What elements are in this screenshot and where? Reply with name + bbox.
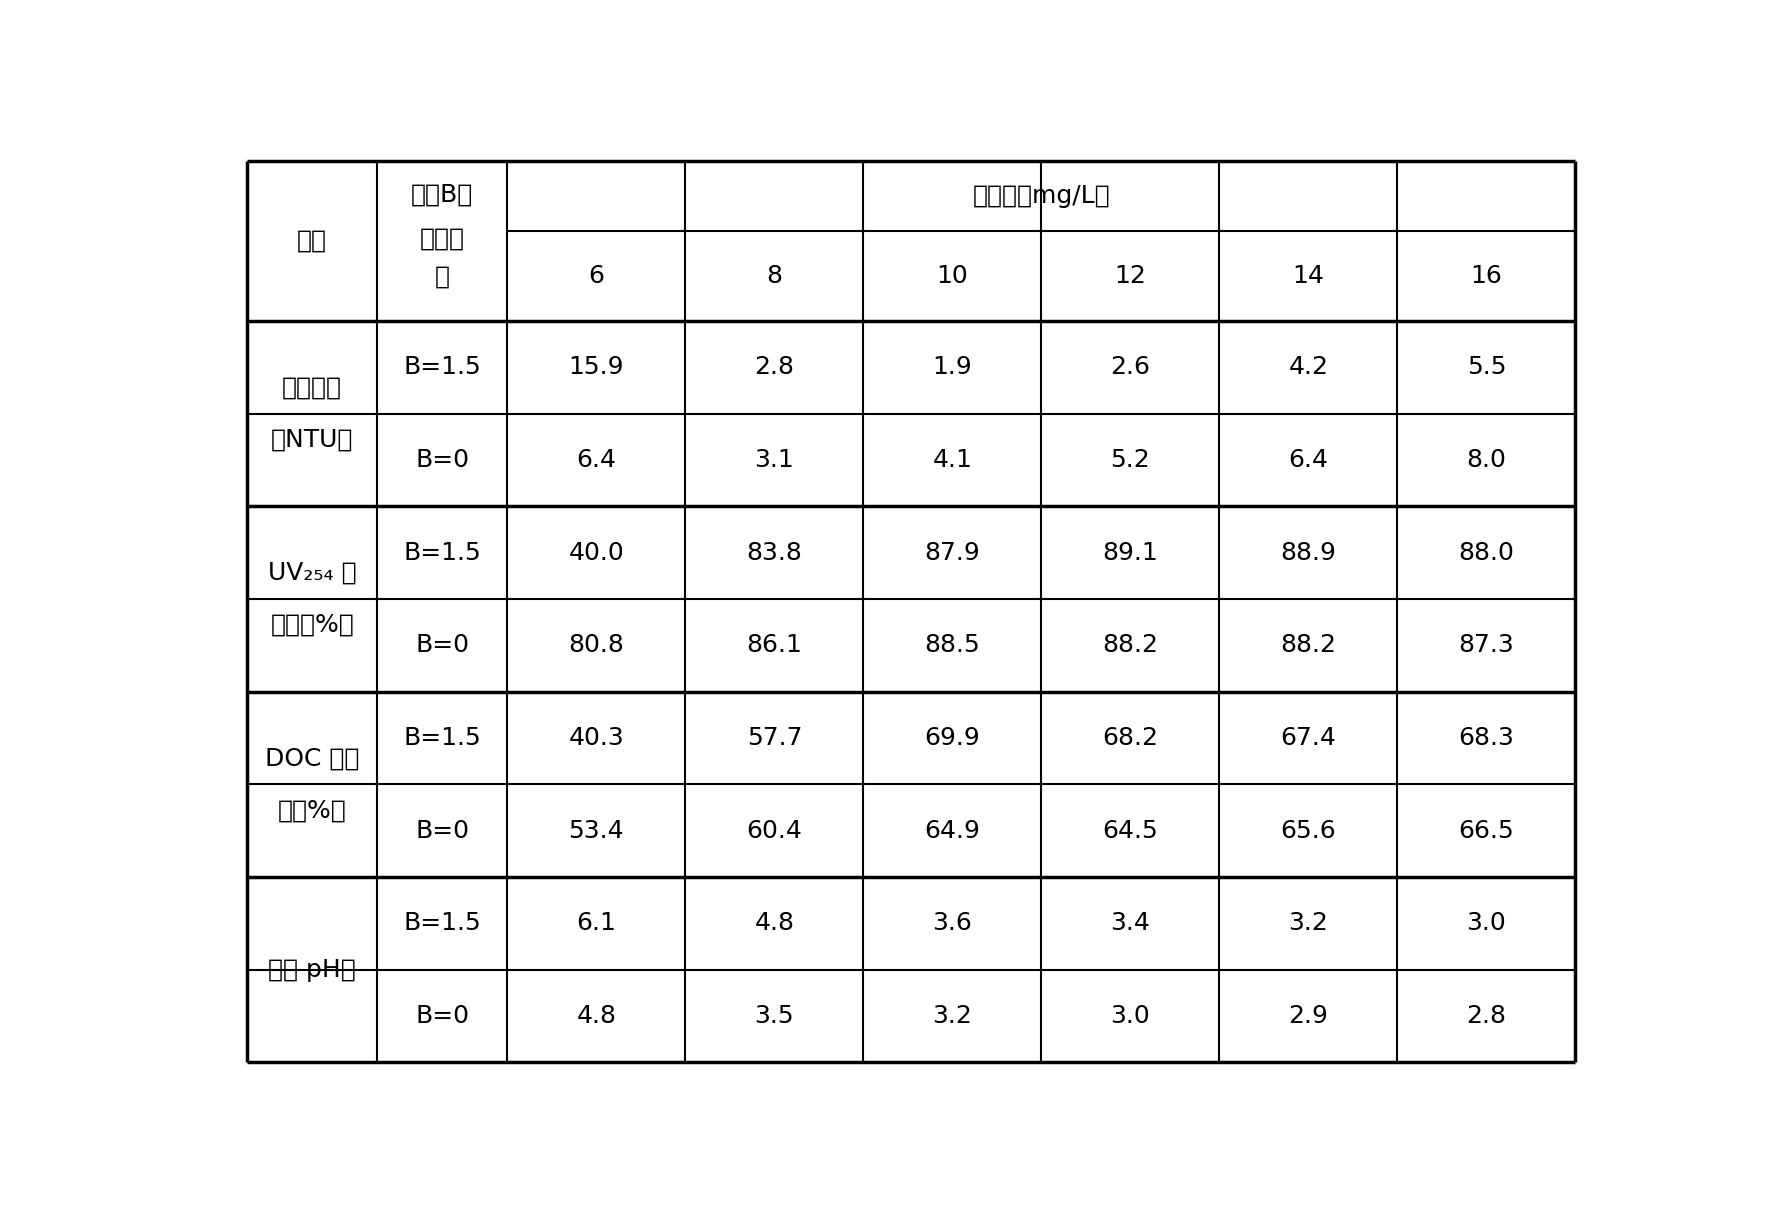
Text: 68.2: 68.2 [1102, 726, 1159, 750]
Text: 88.2: 88.2 [1280, 633, 1337, 657]
Text: 4.1: 4.1 [932, 447, 973, 472]
Text: B=1.5: B=1.5 [404, 540, 482, 564]
Text: 4.8: 4.8 [576, 1003, 617, 1028]
Text: 6: 6 [589, 264, 605, 288]
Text: 88.5: 88.5 [925, 633, 980, 657]
Text: 89.1: 89.1 [1102, 540, 1157, 564]
Text: 的絮凝: 的絮凝 [420, 227, 464, 251]
Text: B=1.5: B=1.5 [404, 912, 482, 935]
Text: 10: 10 [937, 264, 969, 288]
Text: 4.8: 4.8 [754, 912, 795, 935]
Text: 2.8: 2.8 [1467, 1003, 1506, 1028]
Text: 83.8: 83.8 [747, 540, 802, 564]
Text: 16: 16 [1470, 264, 1502, 288]
Text: 6.1: 6.1 [576, 912, 617, 935]
Text: 6.4: 6.4 [1289, 447, 1328, 472]
Text: 4.2: 4.2 [1289, 356, 1328, 380]
Text: B=0: B=0 [416, 819, 469, 843]
Text: 3.1: 3.1 [754, 447, 795, 472]
Text: 15.9: 15.9 [569, 356, 624, 380]
Text: DOC 去除: DOC 去除 [265, 747, 359, 771]
Text: 3.6: 3.6 [932, 912, 973, 935]
Text: 40.0: 40.0 [569, 540, 624, 564]
Text: 88.2: 88.2 [1102, 633, 1159, 657]
Text: 14: 14 [1293, 264, 1325, 288]
Text: 6.4: 6.4 [576, 447, 617, 472]
Text: 86.1: 86.1 [747, 633, 802, 657]
Text: 68.3: 68.3 [1458, 726, 1515, 750]
Text: 65.6: 65.6 [1280, 819, 1337, 843]
Text: 出水 pH值: 出水 pH值 [268, 958, 356, 982]
Text: 2.6: 2.6 [1111, 356, 1150, 380]
Text: 88.9: 88.9 [1280, 540, 1337, 564]
Text: 剩余浊度: 剩余浊度 [283, 376, 341, 399]
Text: 87.3: 87.3 [1458, 633, 1515, 657]
Text: 64.5: 64.5 [1102, 819, 1157, 843]
Text: 69.9: 69.9 [925, 726, 980, 750]
Text: 12: 12 [1115, 264, 1147, 288]
Text: 67.4: 67.4 [1280, 726, 1337, 750]
Text: B=1.5: B=1.5 [404, 356, 482, 380]
Text: 除率（%）: 除率（%） [270, 613, 354, 637]
Text: 3.0: 3.0 [1111, 1003, 1150, 1028]
Text: B=0: B=0 [416, 447, 469, 472]
Text: 57.7: 57.7 [747, 726, 802, 750]
Text: 3.2: 3.2 [932, 1003, 973, 1028]
Text: B=1.5: B=1.5 [404, 726, 482, 750]
Text: 不同B值: 不同B值 [411, 182, 473, 206]
Text: 3.4: 3.4 [1111, 912, 1150, 935]
Text: 2.8: 2.8 [754, 356, 795, 380]
Text: 5.2: 5.2 [1111, 447, 1150, 472]
Text: 88.0: 88.0 [1458, 540, 1515, 564]
Text: 53.4: 53.4 [569, 819, 624, 843]
Text: 投加量（mg/L）: 投加量（mg/L） [973, 183, 1109, 207]
Text: 3.5: 3.5 [754, 1003, 795, 1028]
Text: 60.4: 60.4 [747, 819, 802, 843]
Text: （NTU）: （NTU） [270, 428, 354, 451]
Text: 3.0: 3.0 [1467, 912, 1506, 935]
Text: 80.8: 80.8 [569, 633, 624, 657]
Text: 2.9: 2.9 [1289, 1003, 1328, 1028]
Text: 3.2: 3.2 [1289, 912, 1328, 935]
Text: 5.5: 5.5 [1467, 356, 1506, 380]
Text: 剂: 剂 [436, 265, 450, 289]
Text: B=0: B=0 [416, 1003, 469, 1028]
Text: 指标: 指标 [297, 229, 327, 253]
Text: UV₂₅₄ 去: UV₂₅₄ 去 [268, 561, 356, 585]
Text: 64.9: 64.9 [925, 819, 980, 843]
Text: B=0: B=0 [416, 633, 469, 657]
Text: 1.9: 1.9 [932, 356, 973, 380]
Text: 8.0: 8.0 [1467, 447, 1506, 472]
Text: 40.3: 40.3 [569, 726, 624, 750]
Text: 8: 8 [766, 264, 782, 288]
Text: 66.5: 66.5 [1458, 819, 1515, 843]
Text: 率（%）: 率（%） [277, 798, 347, 822]
Text: 87.9: 87.9 [925, 540, 980, 564]
